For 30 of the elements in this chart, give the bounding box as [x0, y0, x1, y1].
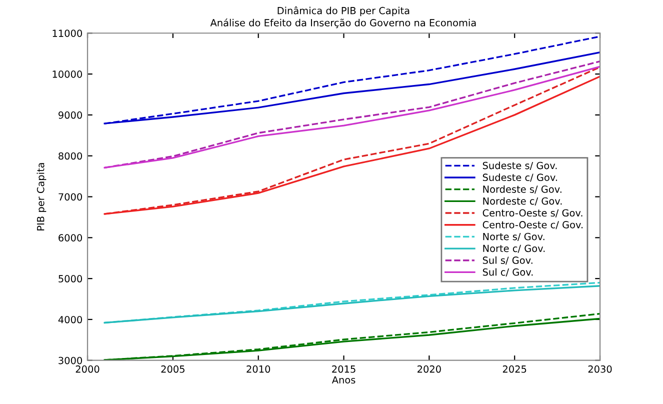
y-tick-label: 5000 — [58, 275, 82, 282]
legend-label: Norte c/ Gov. — [483, 244, 545, 253]
legend-label: Nordeste c/ Gov. — [483, 197, 562, 206]
legend-label: Sul c/ Gov. — [482, 268, 533, 277]
x-tick-label: 2015 — [332, 365, 356, 373]
legend-label: Nordeste s/ Gov. — [483, 185, 562, 194]
x-tick-label: 2005 — [161, 365, 184, 373]
y-tick-label: 7000 — [58, 193, 82, 201]
y-tick-label: 9000 — [58, 111, 82, 119]
x-tick-label: 2020 — [418, 365, 441, 373]
legend-label: Sudeste s/ Gov. — [482, 162, 557, 170]
chart-subtitle: Análise do Efeito da Inserção do Governo na Economia — [210, 18, 476, 28]
y-tick-label: 10000 — [52, 70, 82, 78]
y-tick-label: 4000 — [58, 316, 82, 324]
y-tick-label: 11000 — [52, 30, 82, 37]
y-axis-title: PIB per Capita — [36, 163, 46, 230]
legend-label: Centro-Oeste c/ Gov. — [482, 221, 583, 230]
y-tick-label: 8000 — [58, 152, 82, 160]
x-tick-label: 2025 — [502, 365, 526, 373]
y-tick-label: 6000 — [58, 234, 82, 242]
legend-label: Centro-Oeste s/ Gov. — [482, 209, 582, 218]
chart-title: Dinâmica do PIB per Capita — [278, 6, 410, 16]
x-tick-label: 2030 — [588, 365, 612, 373]
legend-label: Sudeste c/ Gov. — [482, 174, 557, 182]
legend-label: Norte s/ Gov. — [483, 232, 544, 241]
legend-label: Sul s/ Gov. — [482, 256, 532, 265]
x-tick-label: 2000 — [76, 365, 100, 373]
x-tick-label: 2010 — [246, 365, 270, 373]
x-axis-title: Anos — [332, 376, 356, 384]
y-tick-label: 3000 — [58, 356, 82, 364]
